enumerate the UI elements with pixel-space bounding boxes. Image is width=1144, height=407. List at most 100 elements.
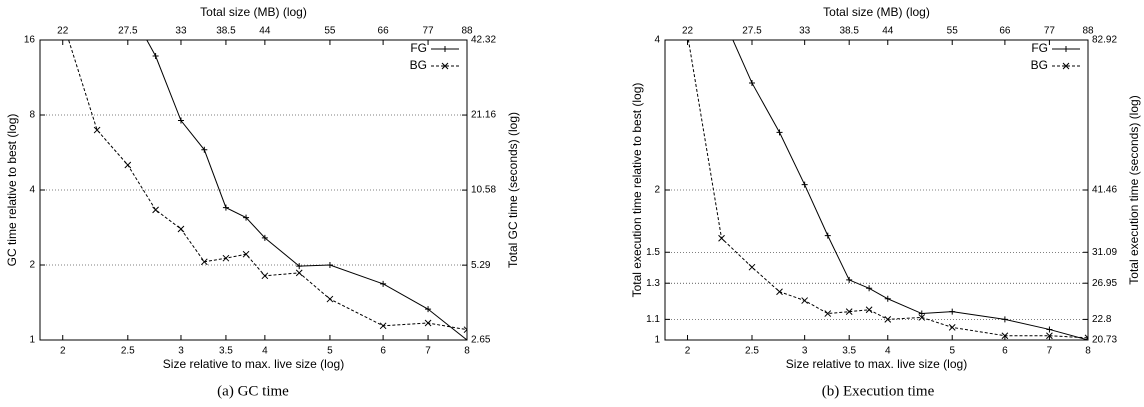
legend-marker [1062, 62, 1070, 70]
x-tick-label: 3 [178, 346, 184, 357]
x-tick-label: 6 [1002, 346, 1008, 357]
x-tick-label: 6 [380, 346, 386, 357]
x2-tick-label: 27.5 [742, 26, 762, 37]
y-tick-label: 2 [654, 185, 660, 196]
y-tick-label: 8 [29, 110, 35, 121]
x2-axis-label: Total size (MB) (log) [200, 5, 307, 19]
x2-tick-label: 44 [259, 26, 271, 37]
y2-axis-label: Total execution time (seconds) (log) [1127, 95, 1141, 284]
caption: (b) Execution time [822, 383, 935, 399]
point-marker [295, 269, 303, 277]
point-marker [124, 161, 132, 169]
series-line [146, 40, 467, 340]
x-tick-label: 4 [885, 346, 891, 357]
series-line [687, 40, 1088, 339]
point-marker [1046, 326, 1053, 333]
plot-area [60, 3, 467, 340]
point-marker [719, 12, 725, 18]
y2-tick-label: 26.95 [1092, 278, 1117, 289]
x-tick-label: 5 [327, 346, 333, 357]
x-tick-label: 3.5 [219, 346, 233, 357]
legend-label: BG [410, 58, 427, 72]
y2-tick-label: 2.65 [471, 335, 491, 346]
point-marker [1084, 334, 1088, 340]
x2-tick-label: 66 [999, 26, 1011, 37]
x-tick-label: 3 [802, 346, 808, 357]
x2-tick-label: 38.5 [216, 26, 236, 37]
point-marker [748, 263, 756, 271]
point-marker [200, 258, 208, 266]
x2-tick-label: 55 [947, 26, 959, 37]
point-marker [824, 232, 831, 239]
point-marker [152, 206, 159, 214]
point-marker [918, 310, 925, 317]
x-tick-label: 7 [425, 346, 431, 357]
y-tick-label: 1.1 [646, 314, 660, 325]
y2-tick-label: 82.92 [1092, 35, 1117, 46]
x-tick-label: 2 [685, 346, 691, 357]
x2-tick-label: 55 [324, 26, 336, 37]
y2-tick-label: 41.46 [1092, 185, 1117, 196]
point-marker [261, 234, 268, 241]
y-tick-label: 1 [29, 335, 35, 346]
y-tick-label: 1.3 [646, 278, 660, 289]
point-marker [776, 129, 783, 136]
x-tick-label: 3.5 [842, 346, 856, 357]
x2-tick-label: 88 [1082, 26, 1094, 37]
x2-tick-label: 77 [422, 26, 434, 37]
y-tick-label: 4 [29, 185, 35, 196]
x2-tick-label: 33 [175, 26, 187, 37]
point-marker [177, 117, 184, 124]
x2-axis-label: Total size (MB) (log) [823, 5, 930, 19]
point-marker [866, 285, 873, 292]
y-tick-label: 1.5 [646, 247, 660, 258]
point-marker [152, 53, 159, 60]
chart-panel: 1 1.1 1.3 1.5 2 4 20.73 22.8 26.95 31.09 41.46 82.9… [630, 5, 1141, 399]
point-marker [424, 319, 432, 327]
point-marker [296, 263, 303, 270]
point-marker [380, 280, 387, 287]
x2-tick-label: 27.5 [118, 26, 138, 37]
point-marker [60, 18, 66, 24]
chart-panel: 1 2 4 8 16 2.65 5.29 10.58 21.16 42.32 2 2.5 3 3.5 4 5 6… [5, 3, 520, 399]
point-marker [379, 322, 387, 330]
x2-tick-label: 22 [682, 26, 694, 37]
point-marker [865, 306, 873, 314]
x2-tick-label: 77 [1044, 26, 1056, 37]
plot-frame [664, 39, 1089, 341]
point-marker [243, 214, 250, 221]
point-marker [222, 204, 229, 211]
y2-tick-label: 21.16 [471, 110, 496, 121]
x-tick-label: 7 [1047, 346, 1053, 357]
point-marker [824, 310, 832, 317]
y-tick-label: 1 [654, 335, 660, 346]
point-marker [845, 308, 853, 315]
point-marker [949, 308, 956, 315]
y2-axis-label: Total GC time (seconds) (log) [506, 112, 520, 268]
point-marker [425, 306, 432, 313]
x-tick-label: 4 [262, 346, 268, 357]
point-marker [93, 126, 101, 134]
point-marker [718, 234, 725, 242]
point-marker [884, 295, 891, 302]
x2-tick-label: 38.5 [839, 26, 859, 37]
x-tick-label: 5 [949, 346, 955, 357]
point-marker [1046, 332, 1053, 340]
x-tick-label: 2.5 [745, 346, 759, 357]
plot-frame [39, 39, 468, 341]
y2-tick-label: 20.73 [1092, 335, 1117, 346]
x2-tick-label: 44 [882, 26, 894, 37]
x-tick-label: 8 [1085, 346, 1091, 357]
point-marker [125, 3, 131, 9]
point-marker [801, 181, 808, 188]
y-tick-label: 2 [29, 260, 35, 271]
legend-marker [442, 46, 448, 52]
point-marker [884, 316, 892, 323]
y-tick-label: 16 [24, 35, 36, 46]
x-tick-label: 2 [60, 346, 66, 357]
x-tick-label: 2.5 [121, 346, 135, 357]
point-marker [326, 262, 333, 268]
series-line [68, 40, 467, 331]
x2-tick-label: 22 [57, 26, 69, 37]
